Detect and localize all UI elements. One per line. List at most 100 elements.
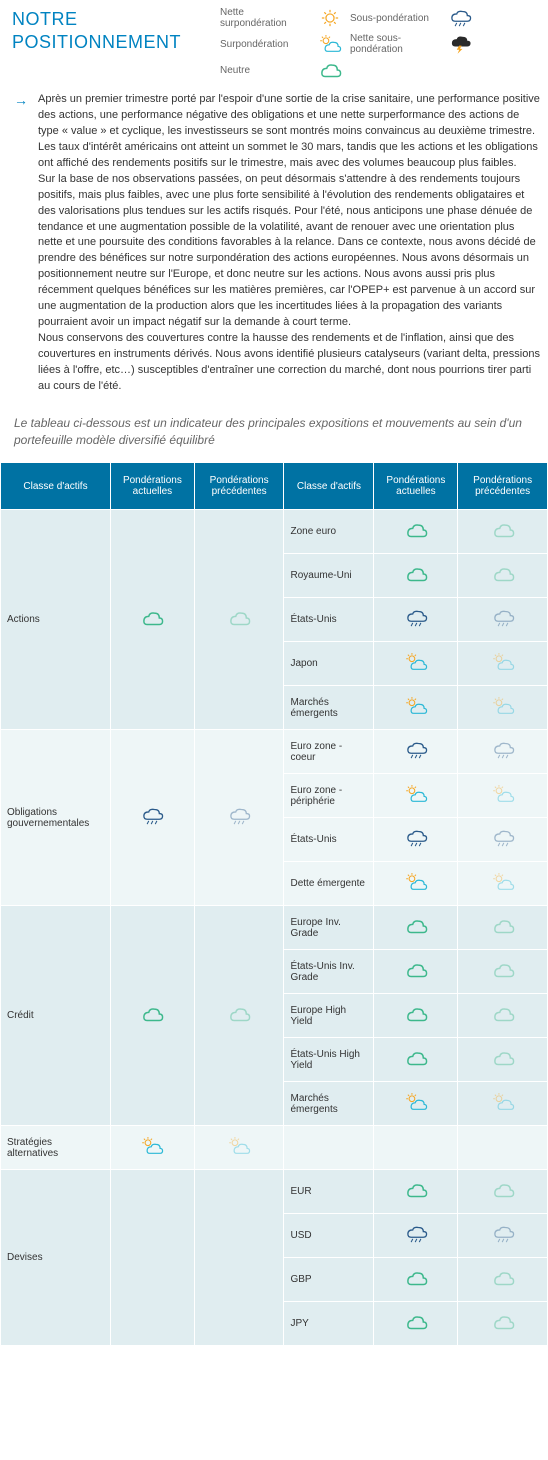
sub-asset-label: États-Unis [284,818,374,862]
weight-current-icon [374,994,458,1038]
weight-previous-icon [458,1302,548,1346]
sun-icon [317,8,343,28]
sub-asset-label: Europe High Yield [284,994,374,1038]
weight-current-icon [374,686,458,730]
allocation-table: Classe d'actifs Pondérations actuelles P… [0,462,548,1346]
weight-previous-icon [458,950,548,994]
table-row: Stratégies alternatives [1,1126,548,1170]
sub-asset-label: États-Unis Inv. Grade [284,950,374,994]
arrow-icon: → [4,92,38,395]
weight-current-icon [374,818,458,862]
weight-previous-icon [194,1170,284,1346]
weight-previous-icon [458,774,548,818]
weight-previous-icon [458,730,548,774]
sub-asset-label: EUR [284,1170,374,1214]
sub-asset-label: Japon [284,642,374,686]
legend-label: Sous-pondération [350,8,440,28]
paragraph: Sur la base de nos observations passées,… [38,172,540,331]
storm-icon [447,34,473,54]
weight-current-icon [374,1038,458,1082]
col-header: Pondérations actuelles [111,463,195,510]
weight-previous-icon [194,906,284,1126]
sub-asset-label: États-Unis [284,598,374,642]
weight-current-icon [374,906,458,950]
sub-asset-label [284,1126,374,1170]
sub-asset-label: Royaume-Uni [284,554,374,598]
col-header: Pondérations actuelles [374,463,458,510]
weight-current-icon [374,1082,458,1126]
weight-previous-icon [194,730,284,906]
weight-current-icon [374,730,458,774]
col-header: Classe d'actifs [1,463,111,510]
weight-current-icon [374,1258,458,1302]
weight-current-icon [374,1302,458,1346]
sub-asset-label: Dette émergente [284,862,374,906]
suncloud-icon [317,34,343,54]
weight-current-icon [111,1126,195,1170]
legend: Nette surpondération Surpondération Neut… [220,8,536,80]
weight-previous-icon [194,1126,284,1170]
sub-asset-label: Europe Inv. Grade [284,906,374,950]
weight-current-icon [111,906,195,1126]
weight-current-icon [374,1214,458,1258]
weight-previous-icon [194,510,284,730]
weight-previous-icon [458,1214,548,1258]
legend-label: Nette surpondération [220,8,310,28]
asset-class-label: Stratégies alternatives [1,1126,111,1170]
legend-label: Nette sous-pondération [350,34,440,54]
weight-previous-icon [458,906,548,950]
sub-asset-label: Marchés émergents [284,686,374,730]
sub-asset-label: Euro zone - coeur [284,730,374,774]
weight-previous-icon [458,1082,548,1126]
weight-previous-icon [458,642,548,686]
weight-current-icon [111,1170,195,1346]
body-text: Après un premier trimestre porté par l'e… [38,92,540,395]
table-row: ActionsZone euro [1,510,548,554]
table-row: DevisesEUR [1,1170,548,1214]
asset-class-label: Devises [1,1170,111,1346]
body-section: → Après un premier trimestre porté par l… [0,88,548,407]
sub-asset-label: États-Unis High Yield [284,1038,374,1082]
weight-previous-icon [458,1258,548,1302]
header: NOTRE POSITIONNEMENT Nette surpondératio… [0,0,548,88]
weight-previous-icon [458,510,548,554]
weight-previous-icon [458,818,548,862]
weight-previous-icon [458,1038,548,1082]
table-row: Obligations gouvernementalesEuro zone - … [1,730,548,774]
sub-asset-label: Euro zone - périphérie [284,774,374,818]
weight-previous-icon [458,994,548,1038]
weight-previous-icon [458,1170,548,1214]
sub-asset-label: USD [284,1214,374,1258]
col-header: Pondérations précédentes [458,463,548,510]
sub-asset-label: JPY [284,1302,374,1346]
asset-class-label: Crédit [1,906,111,1126]
sub-asset-label: Marchés émergents [284,1082,374,1126]
weight-current-icon [374,862,458,906]
table-subtitle: Le tableau ci-dessous est un indicateur … [0,407,548,463]
asset-class-label: Obligations gouvernementales [1,730,111,906]
paragraph: Nous conservons des couvertures contre l… [38,331,540,395]
asset-class-label: Actions [1,510,111,730]
weight-current-icon [111,730,195,906]
paragraph: Après un premier trimestre porté par l'e… [38,92,540,172]
sub-asset-label: GBP [284,1258,374,1302]
col-header: Classe d'actifs [284,463,374,510]
weight-current-icon [374,554,458,598]
weight-current-icon [374,510,458,554]
weight-previous-icon [458,686,548,730]
weight-current-icon [374,1170,458,1214]
legend-label: Neutre [220,60,310,80]
weight-current-icon [374,598,458,642]
weight-previous-icon [458,554,548,598]
weight-previous-icon [458,598,548,642]
weight-previous-icon [458,862,548,906]
cloud-icon [317,60,343,80]
weight-current-icon [374,642,458,686]
table-row: CréditEurope Inv. Grade [1,906,548,950]
weight-current-icon [111,510,195,730]
col-header: Pondérations précédentes [194,463,284,510]
legend-label: Surpondération [220,34,310,54]
rain-icon [447,8,473,28]
page-title: NOTRE POSITIONNEMENT [12,8,212,80]
weight-current-icon [374,950,458,994]
